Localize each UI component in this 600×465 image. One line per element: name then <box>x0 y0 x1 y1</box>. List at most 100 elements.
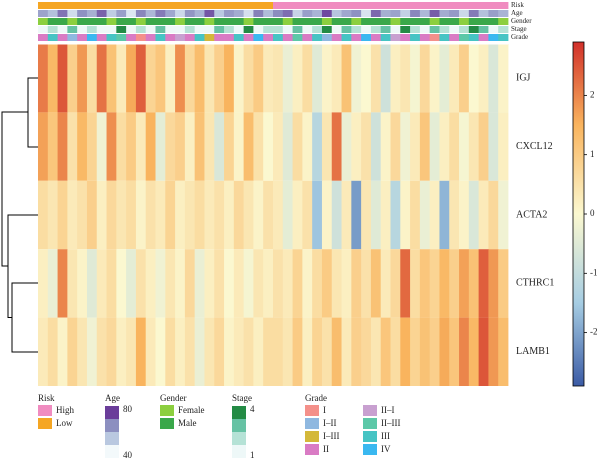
heat-cell <box>439 44 450 113</box>
heat-cell <box>419 317 431 386</box>
heat-cell <box>165 249 176 318</box>
heat-cell <box>165 44 176 113</box>
annotation-cell <box>38 34 49 41</box>
annotation-cell <box>57 34 68 41</box>
legend-title: Stage <box>232 393 252 403</box>
annotation-cell <box>429 34 440 41</box>
annotation-cell <box>478 10 489 17</box>
heat-cell <box>331 180 342 250</box>
annotation-cell <box>204 2 215 9</box>
heat-cell <box>165 112 176 181</box>
annotation-cell <box>47 18 58 25</box>
heat-cell <box>429 317 440 386</box>
annotation-cell <box>224 10 235 17</box>
heat-cell <box>57 44 68 113</box>
annotation-cell <box>390 2 401 9</box>
annotation-cell <box>351 26 362 33</box>
annotation-cell <box>194 18 205 25</box>
annotation-cell <box>116 34 127 41</box>
annotation-cell <box>253 2 264 9</box>
annotation-cell <box>263 18 274 25</box>
dendrogram-branch <box>1 111 28 267</box>
annotation-cell <box>390 10 401 17</box>
legend-label: I <box>323 405 326 415</box>
annotation-cell <box>351 2 362 9</box>
heat-cell <box>116 44 127 113</box>
legend-label: II–I <box>381 405 395 415</box>
annotation-cell <box>282 26 293 33</box>
annotation-cell <box>38 18 49 25</box>
annotation-cell <box>106 34 117 41</box>
heat-cell <box>67 249 78 318</box>
heat-cell <box>370 180 382 250</box>
annotation-cell <box>57 18 68 25</box>
heat-cell <box>282 249 293 318</box>
legend-swatch <box>105 432 119 445</box>
heat-cell <box>498 112 509 181</box>
heat-cell <box>135 180 147 250</box>
annotation-cell <box>321 26 333 33</box>
annotation-cell <box>273 34 284 41</box>
heat-cell <box>410 249 421 318</box>
annotation-cell <box>155 34 166 41</box>
annotation-cell <box>410 34 421 41</box>
annotation-cell <box>361 2 372 9</box>
annotation-label: Risk <box>511 1 524 9</box>
heat-cell <box>331 44 342 113</box>
heat-cell <box>478 44 489 113</box>
legend-swatch <box>363 405 377 416</box>
heat-cell <box>390 112 401 181</box>
heat-cell <box>116 180 127 250</box>
annotation-cell <box>96 26 107 33</box>
heat-cell <box>184 44 196 113</box>
heat-cell <box>135 44 147 113</box>
heat-cell <box>380 44 391 113</box>
annotation-cell <box>175 2 186 9</box>
annotation-cell <box>126 26 137 33</box>
heat-cell <box>282 44 293 113</box>
legend-label: Male <box>178 418 197 428</box>
heat-cell <box>233 249 245 318</box>
legend-label: IV <box>381 444 391 454</box>
annotation-cell <box>498 26 509 33</box>
annotation-cell <box>419 34 431 41</box>
heat-cell <box>67 180 78 250</box>
annotation-cell <box>380 26 391 33</box>
heat-cell <box>106 180 117 250</box>
annotation-cell <box>390 34 401 41</box>
heat-cell <box>126 317 137 386</box>
heat-cell <box>145 44 156 113</box>
heat-cell <box>429 112 440 181</box>
annotation-cell <box>106 2 117 9</box>
annotation-cell <box>459 26 470 33</box>
annotation-cell <box>380 34 391 41</box>
heat-cell <box>449 44 460 113</box>
annotation-cell <box>302 10 313 17</box>
heat-cell <box>96 44 107 113</box>
heat-cell <box>292 112 303 181</box>
heat-cell <box>96 317 107 386</box>
heat-cell <box>302 44 313 113</box>
heat-cell <box>341 180 352 250</box>
heat-cell <box>263 44 274 113</box>
annotation-cell <box>361 34 372 41</box>
heat-cell <box>77 317 88 386</box>
annotation-cell <box>361 18 372 25</box>
annotation-cell <box>410 10 421 17</box>
annotation-cell <box>341 18 352 25</box>
legend-label: I–II <box>323 418 337 428</box>
annotation-label: Gender <box>511 17 532 25</box>
heat-cell <box>194 317 205 386</box>
heat-cell <box>86 112 98 181</box>
heat-cell <box>390 249 401 318</box>
annotation-cell <box>390 18 401 25</box>
annotation-cell <box>243 18 254 25</box>
heat-cell <box>468 249 480 318</box>
annotation-cell <box>341 34 352 41</box>
heat-cell <box>302 112 313 181</box>
annotation-cell <box>145 10 156 17</box>
annotation-cell <box>410 2 421 9</box>
annotation-cell <box>370 18 382 25</box>
annotation-cell <box>106 26 117 33</box>
heat-cell <box>380 180 391 250</box>
